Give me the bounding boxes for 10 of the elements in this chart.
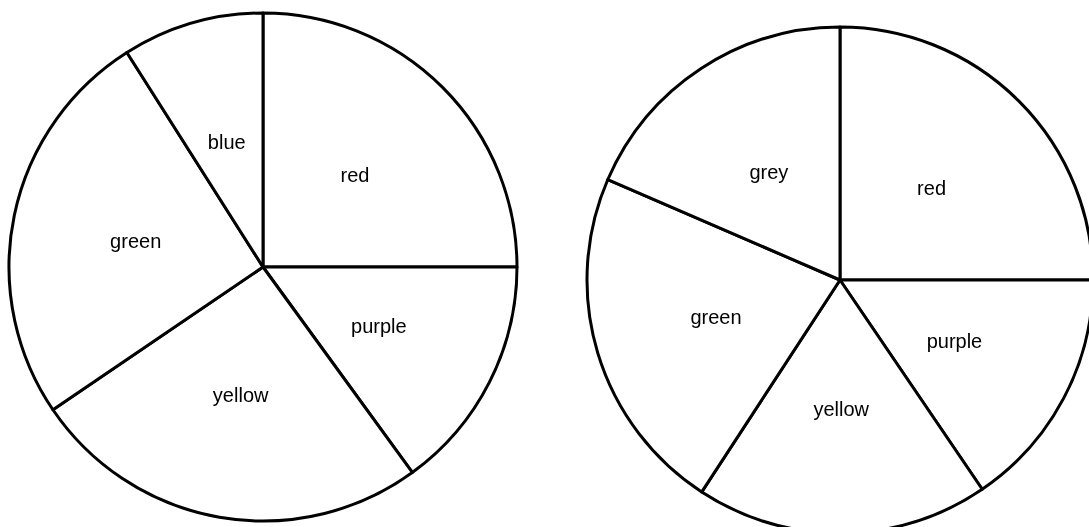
slice-label: blue	[207, 131, 246, 154]
slice-label: green	[690, 306, 742, 329]
slice-label: red	[340, 164, 370, 187]
slice-label: yellow	[813, 398, 870, 421]
slice-label: green	[110, 229, 162, 252]
slice-label: yellow	[212, 384, 269, 407]
slice-label: purple	[351, 315, 407, 338]
slice-label: red	[917, 177, 947, 200]
slice-label: grey	[749, 160, 789, 183]
slice-label: purple	[926, 329, 983, 352]
